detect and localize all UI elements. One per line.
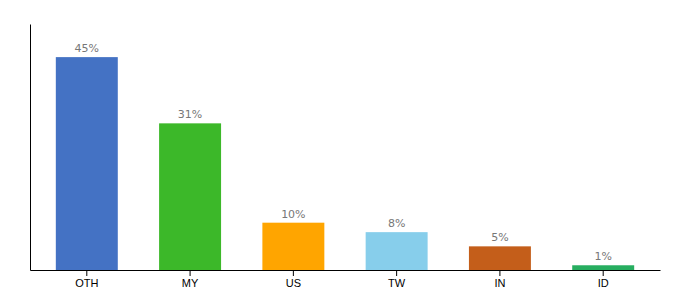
x-tick-label: OTH	[75, 277, 98, 289]
data-label: 31%	[178, 108, 202, 121]
x-tick-mark	[190, 270, 191, 276]
x-tick-mark	[499, 270, 500, 276]
data-label: 8%	[388, 217, 405, 230]
y-axis	[30, 25, 31, 271]
x-tick-label: ID	[598, 277, 609, 289]
x-tick: US	[286, 270, 301, 289]
data-label: 5%	[491, 231, 508, 244]
plot: 45% 31% 10% 8% 5% 1% OTH MY US TW IN ID	[31, 25, 661, 289]
x-tick-mark	[293, 270, 294, 276]
bars	[56, 57, 634, 270]
x-tick: ID	[598, 270, 609, 289]
chart: 45% 31% 10% 8% 5% 1% OTH MY US TW IN ID	[0, 0, 680, 300]
data-labels: 45% 31% 10% 8% 5% 1%	[75, 42, 612, 263]
bar	[572, 265, 634, 270]
x-axis-line	[31, 270, 661, 271]
x-tick-label: US	[286, 277, 301, 289]
x-axis: OTH MY US TW IN ID	[31, 270, 661, 289]
x-tick-label: IN	[494, 277, 505, 289]
x-tick-mark	[396, 270, 397, 276]
x-tick: IN	[494, 270, 505, 289]
data-label: 45%	[75, 42, 99, 55]
bar	[469, 246, 531, 270]
x-tick-label: TW	[388, 277, 406, 289]
bar	[262, 223, 324, 270]
x-tick-label: MY	[182, 277, 199, 289]
x-tick: TW	[388, 270, 406, 289]
x-tick: OTH	[75, 270, 98, 289]
x-tick: MY	[182, 270, 199, 289]
x-tick-mark	[86, 270, 87, 276]
bar	[56, 57, 118, 270]
y-axis-line	[30, 25, 31, 271]
data-label: 1%	[594, 250, 611, 263]
x-tick-mark	[603, 270, 604, 276]
bar	[366, 232, 428, 270]
data-label: 10%	[281, 208, 305, 221]
bar	[159, 123, 221, 270]
